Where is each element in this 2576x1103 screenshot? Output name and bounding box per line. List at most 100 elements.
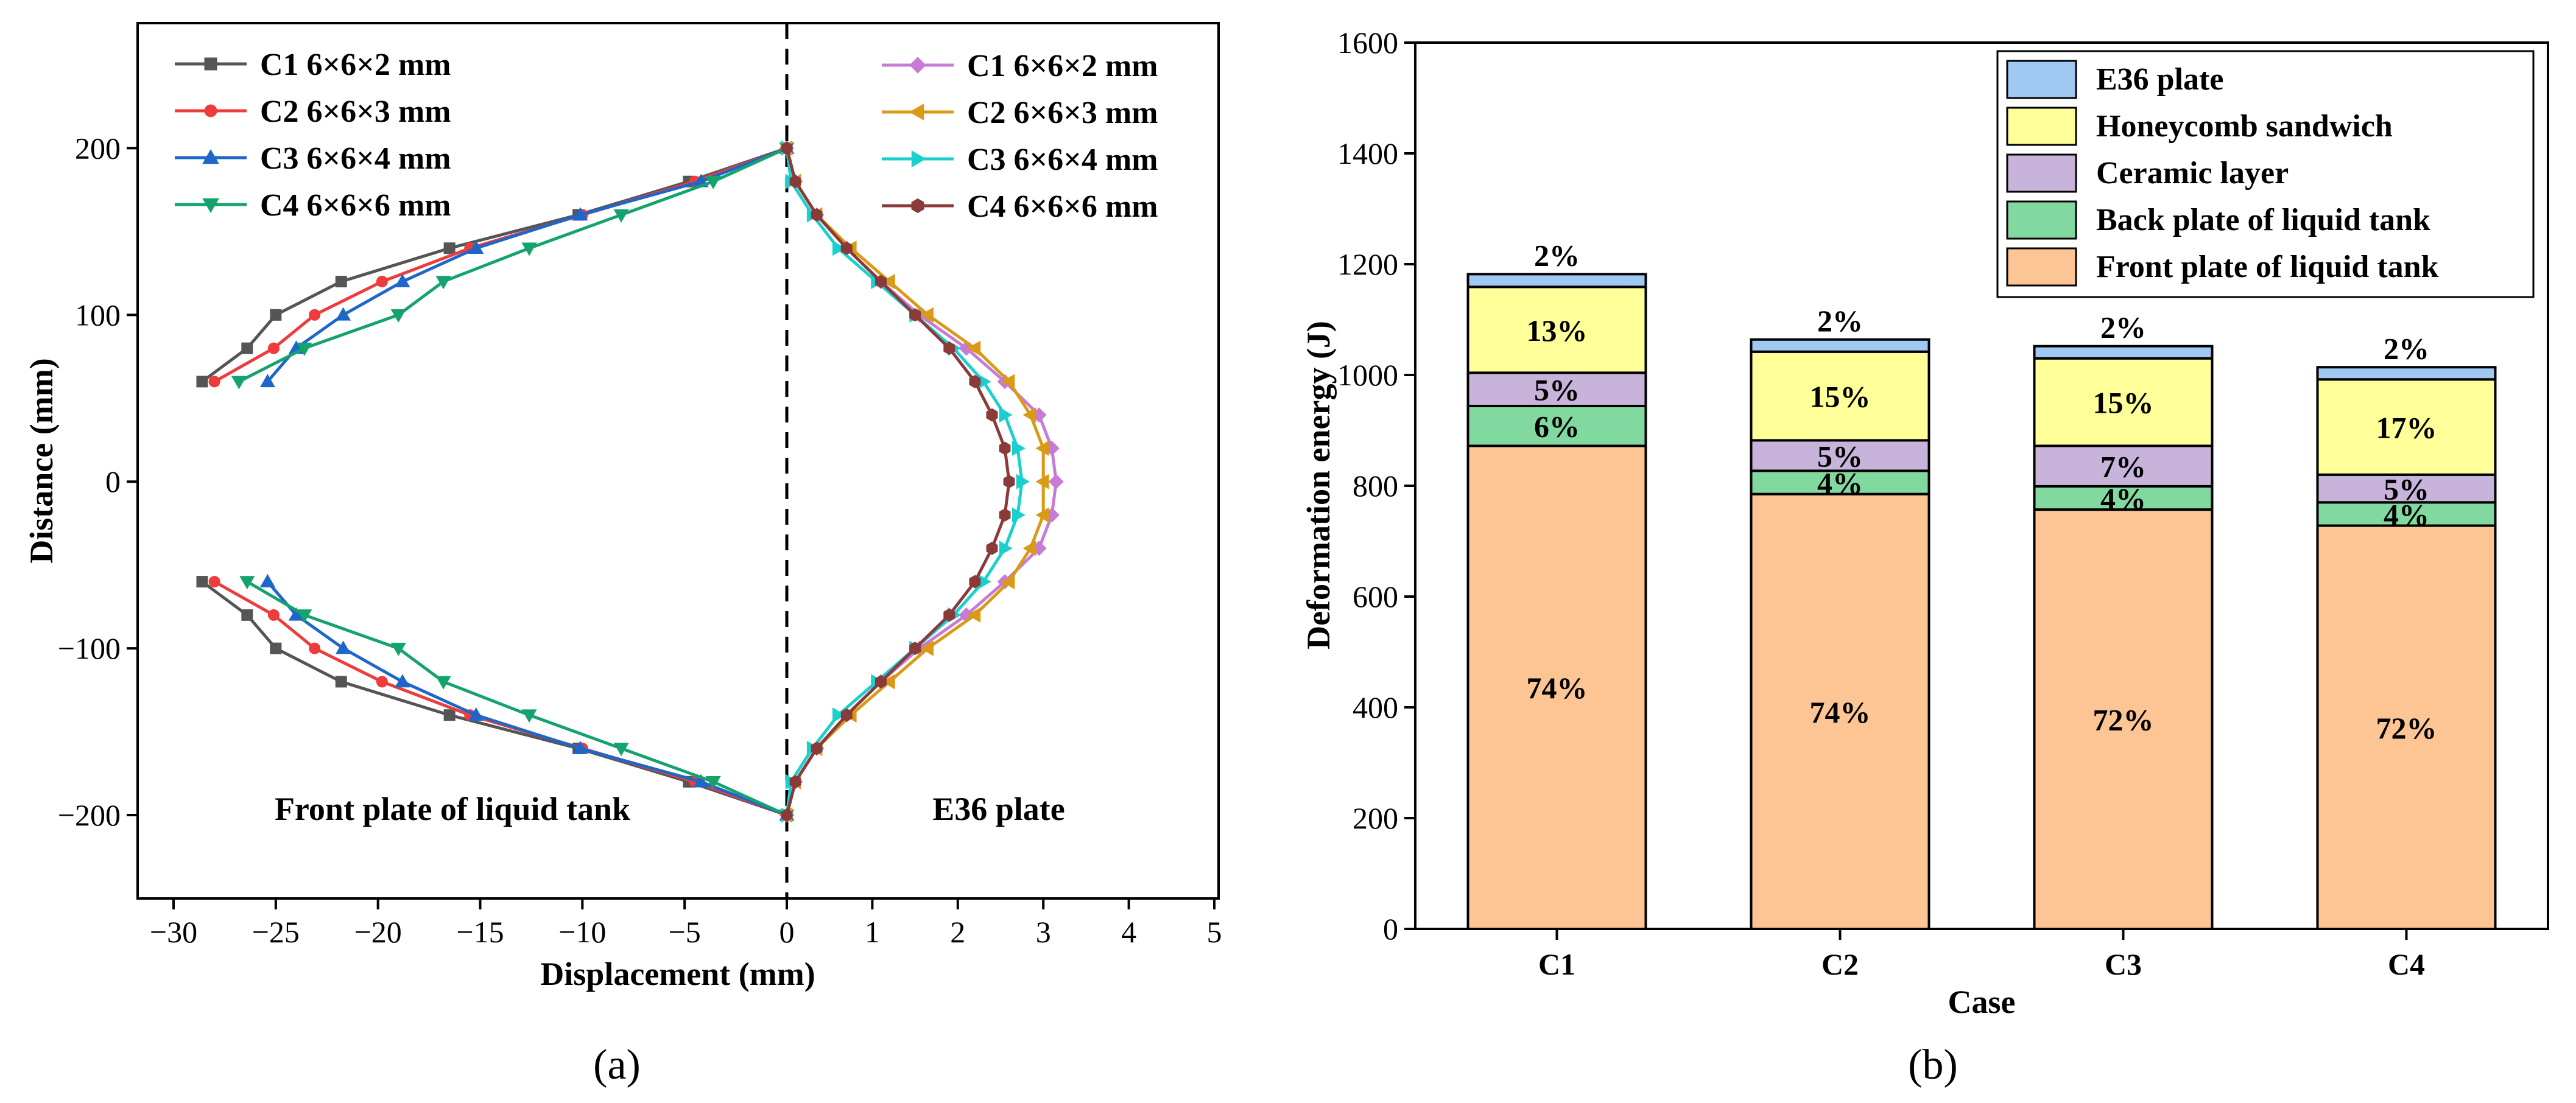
plot-a-frame bbox=[136, 22, 1220, 900]
data-point-marker bbox=[259, 374, 275, 388]
bar-percent-label: 15% bbox=[2093, 386, 2154, 420]
data-point-marker bbox=[1035, 507, 1049, 523]
data-point-marker bbox=[443, 242, 456, 254]
y-tick-label: 200 bbox=[1353, 801, 1398, 835]
legend-color-swatch bbox=[2006, 200, 2077, 240]
data-point-marker bbox=[376, 676, 388, 688]
data-point-marker bbox=[1016, 474, 1030, 489]
bar-stack-c3: 72%4%7%15%2% bbox=[2033, 310, 2214, 930]
legend-entry-c2-6-6-3-mm: C2 6×6×3 mm bbox=[175, 94, 451, 129]
legend-entry-back-plate-of-liquid-tank: Back plate of liquid tank bbox=[2006, 200, 2430, 240]
legend-label: C3 6×6×4 mm bbox=[967, 142, 1158, 177]
x-tick-label: 3 bbox=[1036, 915, 1051, 949]
data-point-marker bbox=[1001, 574, 1015, 590]
data-point-marker bbox=[909, 308, 921, 322]
y-tick-label: 0 bbox=[105, 464, 121, 499]
data-point-marker bbox=[267, 342, 280, 354]
plot-a-xlabel: Displacement (mm) bbox=[540, 956, 815, 992]
bar-segment-ceramic-layer bbox=[2316, 473, 2497, 504]
legend-entry-c3-6-6-4-mm: C3 6×6×4 mm bbox=[175, 141, 451, 176]
data-point-marker bbox=[390, 642, 406, 656]
data-point-marker bbox=[204, 104, 217, 117]
data-point-marker bbox=[881, 273, 895, 290]
y-tick-label: 600 bbox=[1353, 580, 1398, 614]
y-tick-label: 800 bbox=[1353, 469, 1398, 503]
bar-percent-label: 5% bbox=[1534, 373, 1580, 407]
series-front-3 bbox=[231, 142, 795, 823]
x-tick-label: C2 bbox=[1821, 947, 1859, 981]
x-tick-label: −15 bbox=[456, 915, 504, 949]
annotation-e36-plate: E36 plate bbox=[932, 791, 1065, 827]
bar-segment-e36-plate bbox=[2316, 366, 2497, 381]
legend-color-swatch bbox=[2006, 247, 2077, 287]
data-point-marker bbox=[335, 676, 347, 688]
annotation-front-plate: Front plate of liquid tank bbox=[275, 791, 630, 827]
bar-segment-honeycomb-sandwich bbox=[2033, 357, 2214, 447]
data-point-marker bbox=[1003, 475, 1015, 489]
data-point-marker bbox=[999, 541, 1013, 556]
bar-percent-label: 17% bbox=[2376, 411, 2437, 445]
data-point-marker bbox=[1012, 440, 1026, 457]
bar-stack-c4: 72%4%5%17%2% bbox=[2316, 331, 2497, 930]
data-point-marker bbox=[297, 342, 312, 356]
data-point-marker bbox=[336, 640, 351, 654]
data-point-marker bbox=[943, 341, 955, 355]
legend-entry-c2-6-6-3-mm: C2 6×6×3 mm bbox=[882, 96, 1158, 130]
data-point-marker bbox=[911, 198, 924, 214]
bar-segment-ceramic-layer bbox=[2033, 444, 2214, 488]
bar-percent-label: 7% bbox=[2100, 450, 2146, 484]
legend-entry-c1-6-6-2-mm: C1 6×6×2 mm bbox=[882, 49, 1158, 83]
legend-color-swatch bbox=[2006, 153, 2077, 193]
data-point-marker bbox=[1012, 507, 1026, 523]
plot-a-ylabel: Distance (mm) bbox=[23, 358, 60, 563]
data-point-marker bbox=[1022, 541, 1036, 556]
data-point-marker bbox=[969, 575, 981, 589]
data-point-marker bbox=[376, 276, 388, 288]
x-tick-label: 2 bbox=[950, 915, 965, 949]
data-point-marker bbox=[811, 208, 823, 222]
x-tick-label: −5 bbox=[669, 915, 701, 949]
series-front-1 bbox=[208, 142, 793, 821]
data-point-marker bbox=[202, 198, 219, 214]
data-point-marker bbox=[521, 242, 537, 256]
legend-entry-c4-6-6-6-mm: C4 6×6×6 mm bbox=[882, 189, 1158, 224]
data-point-marker bbox=[208, 576, 220, 588]
data-point-marker bbox=[909, 642, 921, 656]
bar-segment-front-plate-of-liquid-tank bbox=[2316, 524, 2497, 930]
data-point-marker bbox=[267, 609, 280, 621]
data-point-marker bbox=[969, 374, 981, 388]
legend-entry-c3-6-6-4-mm: C3 6×6×4 mm bbox=[882, 142, 1158, 177]
x-tick-label: −25 bbox=[252, 915, 300, 949]
data-point-marker bbox=[241, 609, 253, 621]
bar-segment-honeycomb-sandwich bbox=[2316, 378, 2497, 476]
data-point-marker bbox=[435, 676, 451, 690]
legend-label: E36 plate bbox=[2096, 62, 2223, 97]
bar-percent-label: 15% bbox=[1810, 380, 1871, 414]
legend-label: C4 6×6×6 mm bbox=[260, 188, 451, 223]
bar-segment-e36-plate bbox=[2033, 345, 2214, 360]
bar-segment-e36-plate bbox=[1750, 338, 1930, 353]
legend-color-swatch bbox=[2006, 107, 2077, 146]
data-point-marker bbox=[781, 141, 793, 155]
x-tick-label: 1 bbox=[865, 915, 880, 949]
legend-label: Back plate of liquid tank bbox=[2096, 203, 2430, 237]
data-point-marker bbox=[395, 273, 410, 287]
x-tick-label: C1 bbox=[1538, 947, 1575, 981]
data-point-marker bbox=[297, 609, 312, 623]
data-point-marker bbox=[435, 276, 451, 290]
legend-entry-honeycomb-sandwich: Honeycomb sandwich bbox=[2006, 107, 2393, 146]
legend-entry-e36-plate: E36 plate bbox=[2006, 60, 2223, 99]
data-point-marker bbox=[613, 209, 629, 223]
data-point-marker bbox=[909, 103, 924, 121]
data-point-marker bbox=[693, 774, 709, 788]
bar-percent-label: 72% bbox=[2376, 711, 2437, 745]
y-tick-label: 1000 bbox=[1337, 358, 1398, 392]
data-point-marker bbox=[196, 376, 208, 388]
data-point-marker bbox=[789, 775, 801, 789]
data-point-marker bbox=[999, 441, 1011, 455]
data-point-marker bbox=[335, 276, 347, 288]
data-point-marker bbox=[705, 776, 721, 790]
bar-stack-c2: 74%4%5%15%2% bbox=[1750, 304, 1930, 930]
data-point-marker bbox=[911, 150, 927, 167]
bar-stack-c1: 74% 6%5% 13% 2% bbox=[1466, 238, 1647, 930]
